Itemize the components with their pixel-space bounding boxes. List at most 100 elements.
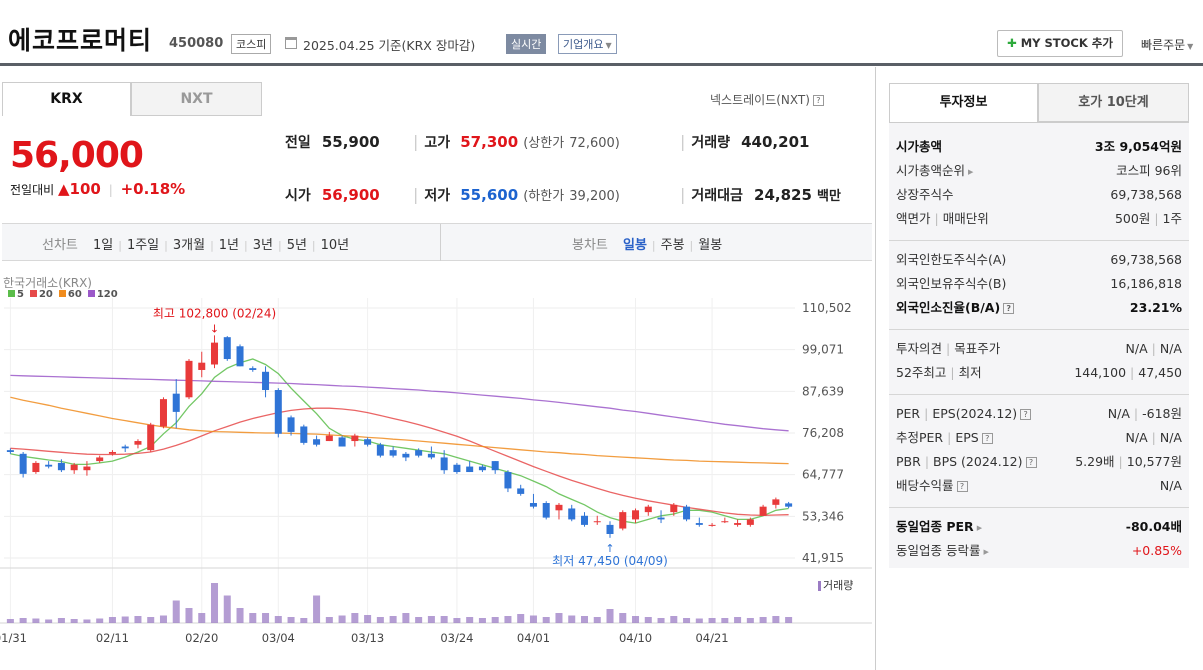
period-option[interactable]: 월봉 bbox=[698, 238, 723, 253]
line-chart-label: 선차트 bbox=[42, 238, 78, 253]
volume-bar bbox=[108, 617, 116, 623]
add-mystock-button[interactable]: ✚ MY STOCK 추가 bbox=[997, 30, 1123, 57]
row-dividend: 배당수익률? N/A bbox=[896, 476, 1182, 496]
help-icon[interactable]: ? bbox=[1025, 457, 1037, 468]
candle-body bbox=[6, 450, 14, 452]
row-label[interactable]: 시가총액순위 ▶ bbox=[896, 161, 973, 182]
period-option[interactable]: 주봉 bbox=[660, 238, 685, 253]
quick-order-dropdown[interactable]: 빠른주문 ▼ bbox=[1141, 36, 1193, 53]
candle-body bbox=[670, 504, 678, 513]
divider: | bbox=[413, 185, 419, 204]
stat-low: | 저가 55,600 (하한가 39,200) bbox=[413, 185, 620, 205]
divider: | bbox=[108, 183, 113, 197]
realtime-button[interactable]: 실시간 bbox=[506, 34, 547, 54]
tab-krx[interactable]: KRX bbox=[2, 82, 131, 116]
volume-bar bbox=[785, 617, 793, 623]
stat-volume: | 거래량 440,201 bbox=[680, 132, 809, 152]
volume-bar bbox=[325, 617, 333, 623]
period-option[interactable]: 3개월 bbox=[172, 238, 206, 253]
tab-nxt[interactable]: NXT bbox=[131, 82, 262, 116]
row-label: 상장주식수 bbox=[896, 187, 954, 202]
tab-order-book[interactable]: 호가 10단계 bbox=[1038, 83, 1189, 122]
x-tick-label: 03/13 bbox=[351, 631, 384, 645]
volume-bar bbox=[593, 617, 601, 623]
stat-open: 시가 56,900 bbox=[285, 185, 380, 205]
x-tick-label: 04/01 bbox=[517, 631, 550, 645]
ma-line-120 bbox=[10, 374, 789, 432]
stat-value: 57,300 bbox=[460, 133, 519, 151]
stat-label: 저가 bbox=[424, 188, 451, 204]
legend-swatch bbox=[87, 290, 95, 297]
candle-body bbox=[708, 524, 716, 526]
row-label[interactable]: 동일업종 등락률 ▶ bbox=[896, 541, 989, 562]
row-value: -80.04배 bbox=[1125, 519, 1182, 534]
x-tick-label: 02/11 bbox=[96, 631, 129, 645]
candle-body bbox=[376, 444, 384, 456]
volume-bar bbox=[746, 618, 754, 623]
volume-bar bbox=[210, 583, 219, 623]
price-chart[interactable]: 110,502 99,071 87,639 76,208 64,777 53,346 41,… bbox=[0, 268, 872, 670]
y-tick-label: 76,208 bbox=[802, 426, 844, 440]
divider: | bbox=[277, 239, 282, 252]
candle-body bbox=[466, 466, 474, 473]
nxt-info-link[interactable]: 넥스트레이드(NXT)? bbox=[710, 91, 824, 108]
y-tick-label: 64,777 bbox=[802, 468, 844, 482]
legend-item: 60 bbox=[58, 289, 82, 300]
stat-value: 55,900 bbox=[321, 133, 380, 151]
calendar-icon bbox=[285, 37, 297, 49]
stat-label: 고가 bbox=[424, 135, 451, 151]
candle-chart-label: 봉차트 bbox=[572, 238, 608, 253]
stat-sub-label: (상한가 bbox=[523, 136, 565, 151]
period-option[interactable]: 10년 bbox=[320, 238, 350, 253]
candle-body bbox=[746, 519, 754, 525]
candle-body bbox=[785, 503, 793, 507]
candle-body bbox=[96, 457, 104, 462]
y-tick-label: 87,639 bbox=[802, 384, 844, 398]
volume-bar bbox=[6, 619, 14, 623]
help-icon[interactable]: ? bbox=[812, 95, 824, 106]
opinion-value: N/A bbox=[1125, 341, 1148, 356]
candle-body bbox=[568, 508, 576, 520]
period-list: 1일 | 1주일 | 3개월 | 1년 | 3년 | 5년 | 10년 bbox=[93, 234, 349, 253]
legend-swatch bbox=[29, 290, 37, 297]
candle-body bbox=[580, 515, 589, 525]
chevron-down-icon: ▼ bbox=[1187, 42, 1194, 51]
period-option[interactable]: 1년 bbox=[218, 238, 240, 253]
w52-high-value: 144,100 bbox=[1074, 365, 1127, 380]
candle-body bbox=[721, 521, 729, 523]
candle-body bbox=[517, 488, 525, 494]
period-option[interactable]: 3년 bbox=[252, 238, 273, 253]
stock-header bbox=[0, 0, 1203, 66]
candle-body bbox=[772, 499, 780, 505]
tab-investment-info[interactable]: 투자정보 bbox=[889, 83, 1038, 122]
help-icon[interactable]: ? bbox=[956, 481, 968, 492]
y-tick-label: 41,915 bbox=[802, 551, 844, 565]
eps-value: -618원 bbox=[1142, 406, 1182, 421]
period-option[interactable]: 5년 bbox=[286, 238, 307, 253]
volume-bar bbox=[121, 616, 129, 623]
candle-body bbox=[504, 472, 512, 489]
row-shares: 상장주식수 69,738,568 bbox=[896, 185, 1182, 205]
pbr-label: PBR bbox=[896, 454, 921, 469]
row-value: 69,738,568 bbox=[1110, 252, 1182, 267]
volume-bar bbox=[568, 615, 576, 623]
period-option[interactable]: 1주일 bbox=[126, 238, 160, 253]
stat-label: 시가 bbox=[285, 188, 311, 204]
x-tick-label: 01/31 bbox=[0, 631, 27, 645]
volume-bar bbox=[415, 617, 423, 623]
row-per-eps: PER | EPS(2024.12)? N/A | -618원 bbox=[896, 406, 1182, 421]
row-label[interactable]: 동일업종 PER ▶ bbox=[896, 517, 982, 538]
company-overview-dropdown[interactable]: 기업개요 ▼ bbox=[558, 34, 617, 54]
candle-body bbox=[644, 506, 652, 513]
industry-change-label: 동일업종 등락률 bbox=[896, 543, 981, 558]
help-icon[interactable]: ? bbox=[1003, 303, 1015, 314]
w52-high-label: 52주최고 bbox=[896, 365, 947, 380]
help-icon[interactable]: ? bbox=[981, 433, 993, 444]
candle-body bbox=[415, 450, 423, 456]
volume-bar bbox=[772, 616, 780, 623]
help-icon[interactable]: ? bbox=[1020, 409, 1032, 420]
candle-body bbox=[313, 439, 321, 445]
volume-bar bbox=[440, 616, 448, 623]
period-option[interactable]: 일봉 bbox=[622, 238, 647, 253]
period-option[interactable]: 1일 bbox=[92, 238, 114, 253]
